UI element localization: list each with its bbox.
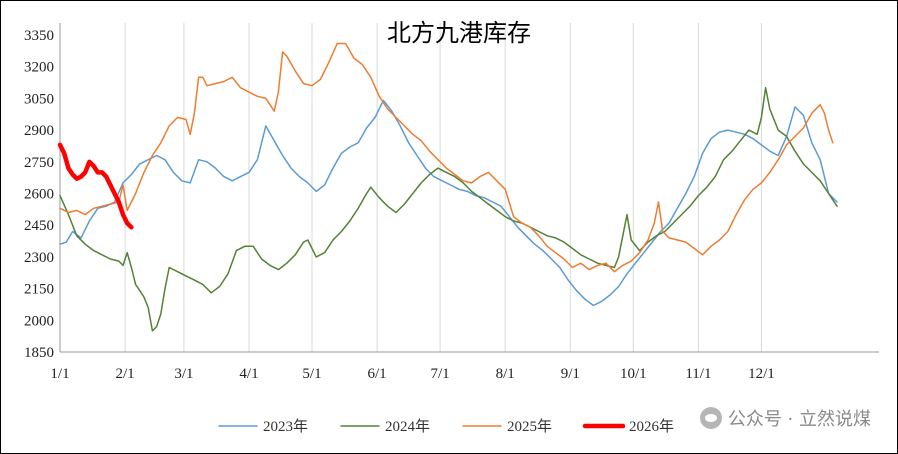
wechat-icon xyxy=(699,407,722,429)
chart-title: 北方九港库存 xyxy=(387,19,531,47)
x-tick-label: 7/1 xyxy=(431,366,450,382)
y-tick-label: 2750 xyxy=(24,155,54,171)
y-tick-label: 2600 xyxy=(24,187,54,203)
y-tick-label: 1850 xyxy=(24,345,54,361)
x-tick-label: 4/1 xyxy=(239,366,258,382)
y-axis-ticks: 1850 2000 2150 2300 2450 2600 2750 2900 3050 3200… xyxy=(24,28,54,361)
series-line-2026 xyxy=(57,142,134,230)
y-tick-label: 3050 xyxy=(24,91,54,107)
legend-label: 2024年 xyxy=(385,418,430,435)
y-tick-label: 3350 xyxy=(24,28,54,44)
watermark: 公众号 · 立然说煤 xyxy=(699,405,871,431)
y-tick-label: 3200 xyxy=(24,60,54,76)
x-axis-ticks: 1/1 2/1 3/1 4/1 5/1 6/1 7/1 8/1 9/1 10/1 11/1 12/1 xyxy=(50,366,774,382)
x-tick-label: 2/1 xyxy=(116,366,135,382)
legend: 2023年 2024年 2025年 2026年 xyxy=(218,418,674,435)
legend-label: 2023年 xyxy=(263,418,308,435)
x-tick-label: 5/1 xyxy=(302,366,321,382)
x-tick-label: 11/1 xyxy=(685,366,711,382)
x-tick-label: 6/1 xyxy=(368,366,387,382)
x-tick-label: 10/1 xyxy=(620,366,647,382)
x-tick-label: 3/1 xyxy=(174,366,193,382)
y-tick-label: 2150 xyxy=(24,282,54,298)
series-line-2024 xyxy=(59,87,838,332)
y-tick-label: 2000 xyxy=(24,313,54,329)
x-tick-label: 9/1 xyxy=(561,366,580,382)
legend-label: 2025年 xyxy=(507,418,552,435)
y-tick-label: 2300 xyxy=(24,250,54,266)
vertical-gridlines xyxy=(124,23,762,352)
watermark-text: 公众号 · 立然说煤 xyxy=(727,409,871,430)
series-line-2023 xyxy=(59,99,838,307)
series-line-2025 xyxy=(59,42,834,273)
y-tick-label: 2900 xyxy=(24,123,54,139)
x-tick-label: 1/1 xyxy=(50,366,69,382)
x-tick-label: 8/1 xyxy=(496,366,515,382)
x-tick-label: 12/1 xyxy=(748,366,775,382)
legend-label: 2026年 xyxy=(629,418,674,435)
y-tick-label: 2450 xyxy=(24,218,54,234)
series-lines xyxy=(57,42,838,332)
